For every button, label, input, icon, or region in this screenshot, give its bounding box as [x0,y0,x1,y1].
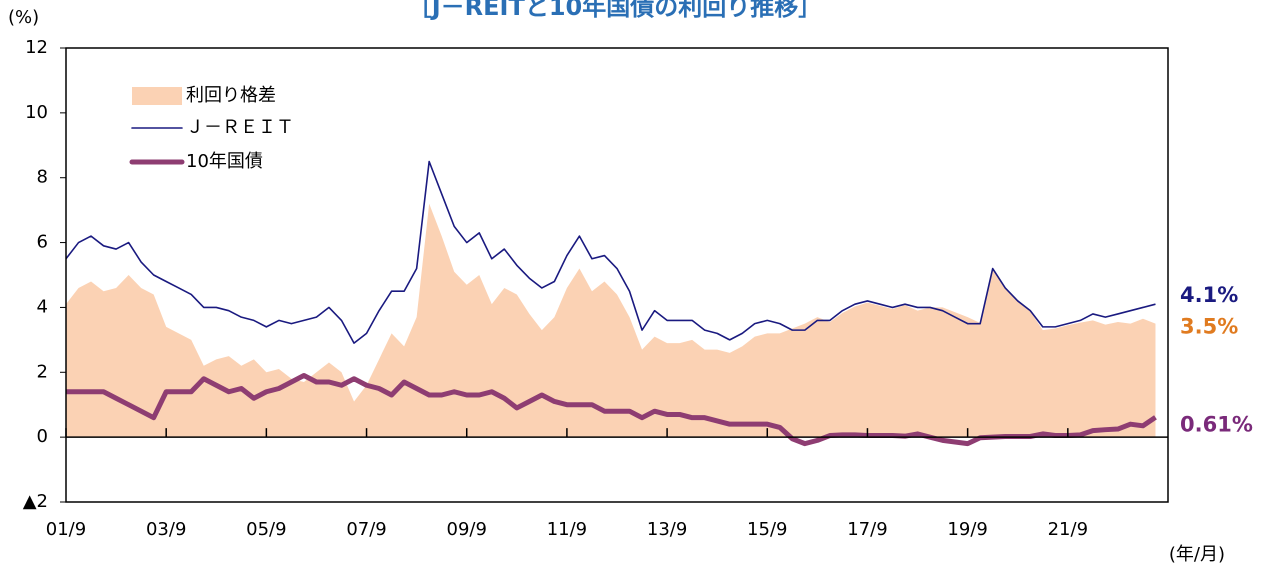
plot-frame [65,47,1169,503]
legend-label: 10年国債 [186,151,263,172]
x-tick-label: 13/9 [647,519,687,540]
y-tick-label: 4 [37,296,48,317]
x-tick-label: 17/9 [847,519,887,540]
x-tick-label: 05/9 [246,519,286,540]
y-tick-label: 0 [37,426,48,447]
x-tick-label: 19/9 [947,519,987,540]
x-unit: (年/月) [1169,544,1225,565]
y-tick-label: 10 [25,102,48,123]
y-tick-label: 2 [37,361,48,382]
y-tick-label: 8 [37,167,48,188]
legend-label: Ｊ－ＲＥＩＴ [186,117,294,138]
y-tick-label: 12 [25,37,48,58]
end-label: 3.5% [1180,315,1238,339]
x-tick-label: 09/9 [447,519,487,540]
series-line [65,160,1156,344]
x-tick-label: 07/9 [346,519,386,540]
x-tick-label: 03/9 [146,519,186,540]
end-label: 0.61% [1180,412,1253,436]
y-unit: (%) [8,7,39,28]
x-tick-label: 21/9 [1048,519,1088,540]
end-label: 4.1% [1180,283,1238,307]
x-tick-label: 15/9 [747,519,787,540]
y-tick-label: 6 [37,232,48,253]
chart-title: ［J－REITと10年国債の利回り推移］ [408,0,823,21]
legend-label: 利回り格差 [186,85,276,106]
legend-swatch [132,87,182,105]
x-tick-label: 11/9 [547,519,587,540]
y-tick-label: ▲2 [23,491,48,512]
series-line [66,373,1157,447]
x-tick-label: 01/9 [46,519,86,540]
spread-area [66,203,1156,438]
